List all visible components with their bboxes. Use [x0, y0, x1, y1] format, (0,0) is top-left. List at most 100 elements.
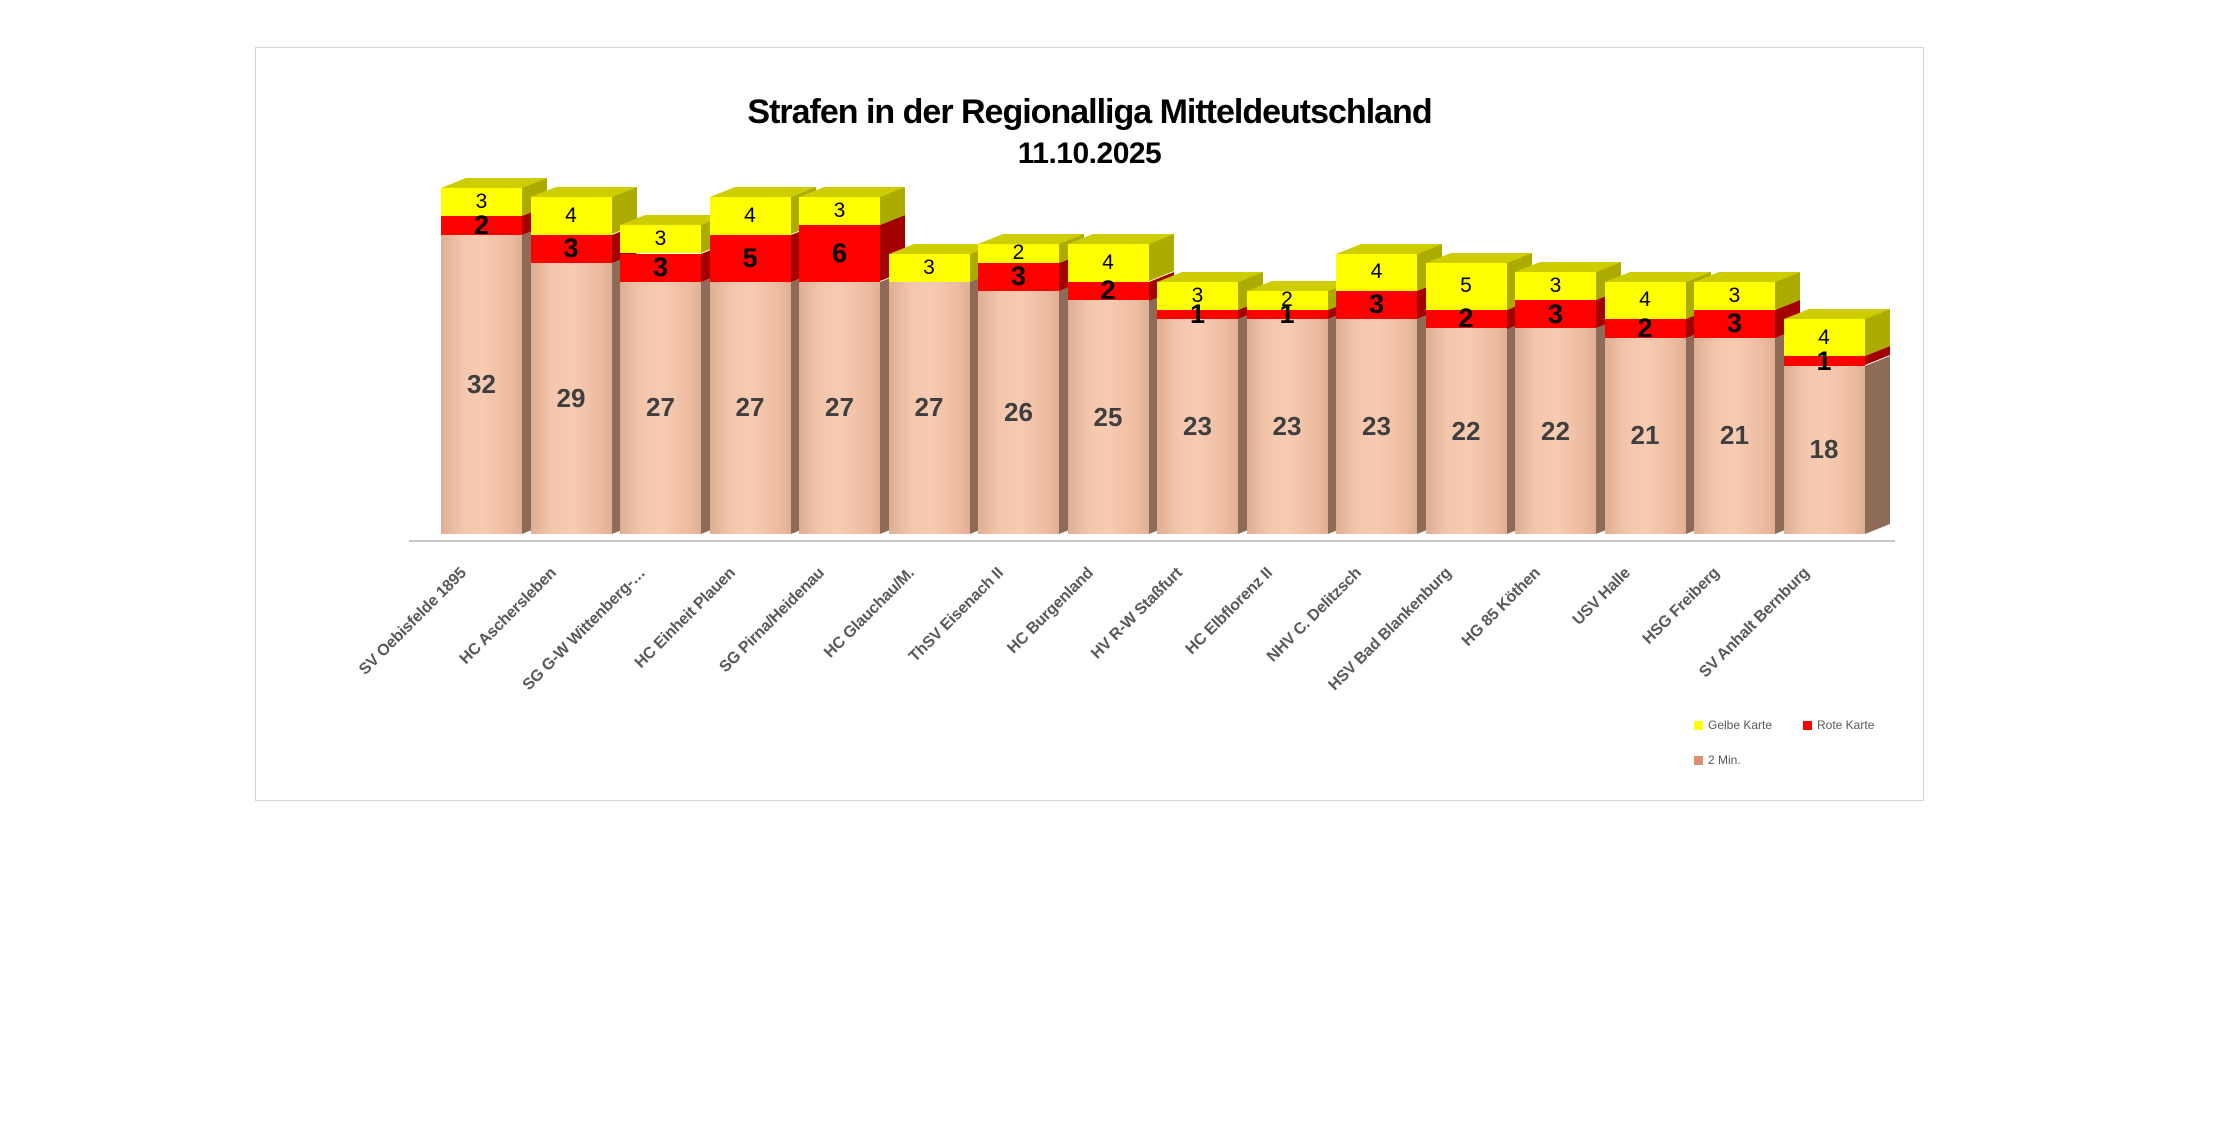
- segment-value-label: 3: [1549, 274, 1562, 298]
- bar-segment-min2: 27: [620, 281, 701, 534]
- segment-value-label: 3: [1191, 283, 1204, 307]
- segment-value-label: 3: [563, 233, 579, 264]
- bar-segment-gelb: 4: [1604, 281, 1686, 319]
- segment-value-label: 23: [1183, 410, 1212, 441]
- bar-segment-gelb: 3: [620, 225, 701, 254]
- bar-segment-min2: 27: [709, 281, 791, 534]
- segment-value-label: 29: [556, 382, 586, 413]
- bar-segment-rot: 3: [1694, 308, 1775, 339]
- bar-segment-gelb: 4: [709, 197, 791, 235]
- legend-swatch-2-min: [1694, 755, 1703, 765]
- segment-value-label: 21: [1720, 420, 1749, 451]
- legend-item-gelbe-karte: Gelbe Karte: [1694, 718, 1772, 732]
- segment-value-label: 3: [1726, 308, 1743, 339]
- bar-segment-min2: 23: [1336, 318, 1417, 534]
- bar-segment-rot: 3: [620, 252, 701, 283]
- bar-segment-min2: 22: [1515, 328, 1596, 534]
- segment-value-label: 4: [744, 204, 756, 228]
- segment-value-label: 3: [654, 227, 667, 251]
- bar-segment-gelb: 4: [1067, 244, 1149, 282]
- bar-segment-min2: 29: [530, 262, 612, 534]
- bar-segment-rot: 2: [441, 209, 522, 240]
- legend-label-2-min: 2 Min.: [1708, 753, 1741, 767]
- legend-swatch-rote-karte: [1803, 720, 1812, 730]
- bar-segment-min2: 25: [1067, 300, 1149, 534]
- segment-value-label: 4: [1639, 288, 1651, 312]
- segment-value-label: 3: [833, 199, 846, 223]
- segment-value-label: 4: [1102, 250, 1114, 274]
- bar-segment-min2: 21: [1694, 337, 1775, 534]
- bar-segment-gelb: 2: [1246, 288, 1328, 312]
- segment-value-label: 4: [565, 204, 577, 228]
- chart-title-block: Strafen in der Regionalliga Mitteldeutsc…: [256, 90, 1923, 174]
- segment-value-label: 4: [1370, 260, 1383, 284]
- bar-segment-gelb: 4: [1783, 318, 1865, 357]
- bar-segment-rot: 1: [1157, 298, 1238, 329]
- segment-value-label: 27: [914, 392, 944, 423]
- bar-segment-min2: 23: [1246, 318, 1328, 534]
- segment-value-label: 1: [1189, 298, 1206, 329]
- bar-segment-min2: 21: [1604, 337, 1686, 534]
- bar-segment-rot: 2: [1604, 312, 1686, 343]
- legend-item-rote-karte: Rote Karte: [1803, 718, 1874, 732]
- bar-segment-gelb: 3: [1694, 281, 1775, 310]
- bar-segment-gelb: 4: [1336, 253, 1417, 291]
- segment-value-label: 2: [1637, 312, 1653, 343]
- bar-segment-rot: 5: [709, 234, 791, 282]
- segment-value-label: 26: [1004, 396, 1033, 427]
- bar-segment-min2: 26: [978, 290, 1059, 534]
- chart-title: Strafen in der Regionalliga Mitteldeutsc…: [747, 93, 1432, 131]
- bar-segment-rot: 3: [1515, 298, 1596, 329]
- x-axis-line: [409, 540, 1895, 542]
- bar-segment-rot: 2: [1425, 303, 1507, 334]
- segment-value-label: 2: [1281, 288, 1293, 312]
- bar-segment-rot: 6: [799, 225, 880, 282]
- legend-item-2-min: 2 Min.: [1694, 753, 1741, 767]
- legend-label-gelbe-karte: Gelbe Karte: [1708, 718, 1773, 732]
- bar-segment-gelb: 3: [1515, 272, 1596, 301]
- segment-value-label: 27: [825, 392, 854, 423]
- segment-value-label: 2: [473, 209, 490, 240]
- segment-value-label: 3: [652, 252, 669, 283]
- segment-value-label: 23: [1362, 410, 1391, 441]
- segment-value-label: 2: [1458, 303, 1474, 334]
- bar-segment-gelb: 5: [1425, 262, 1507, 310]
- segment-value-label: 21: [1630, 420, 1660, 451]
- bar-segment-rot: 3: [530, 233, 612, 264]
- segment-value-label: 32: [467, 368, 496, 399]
- bar-segment-min2: 18: [1783, 365, 1865, 534]
- legend-swatch-gelbe-karte: [1694, 720, 1703, 730]
- bar-segment-gelb: 3: [1157, 281, 1238, 310]
- chart-subtitle-date: 11.10.2025: [1017, 137, 1162, 170]
- segment-value-label: 3: [923, 255, 935, 279]
- bar-segment-rot: 1: [1783, 345, 1865, 376]
- segment-value-label: 25: [1093, 401, 1123, 432]
- bar-segment-gelb: 3: [799, 197, 880, 226]
- segment-value-label: 4: [1818, 325, 1830, 349]
- segment-value-label: 1: [1816, 345, 1832, 376]
- segment-value-label: 22: [1541, 415, 1570, 446]
- bar-segment-min2: 23: [1157, 318, 1238, 534]
- segment-value-label: 22: [1451, 415, 1481, 446]
- segment-value-label: 3: [1010, 261, 1027, 292]
- segment-value-label: 2: [1100, 275, 1116, 306]
- chart-container: Strafen in der Regionalliga Mitteldeutsc…: [255, 47, 1924, 801]
- segment-value-label: 3: [475, 190, 488, 214]
- bar-segment-rot: 2: [1067, 275, 1149, 306]
- segment-value-label: 27: [735, 392, 765, 423]
- bar-segment-gelb: 3: [441, 188, 522, 217]
- segment-value-label: 5: [742, 242, 758, 273]
- bar-segment-gelb: 2: [978, 241, 1059, 265]
- bar-segment-min2: 27: [799, 281, 880, 534]
- segment-value-label: 6: [831, 237, 848, 268]
- segment-value-label: 3: [1547, 298, 1564, 329]
- bar-segment-min2: 27: [888, 281, 970, 534]
- segment-value-label: 2: [1012, 241, 1025, 265]
- legend-label-rote-karte: Rote Karte: [1817, 718, 1875, 732]
- segment-value-label: 18: [1809, 434, 1839, 465]
- bar-segment-rot: 3: [978, 261, 1059, 292]
- bar-segment-rot: 3: [1336, 289, 1417, 319]
- bar-segment-min2: 22: [1425, 328, 1507, 534]
- segment-value-label: 23: [1272, 410, 1302, 441]
